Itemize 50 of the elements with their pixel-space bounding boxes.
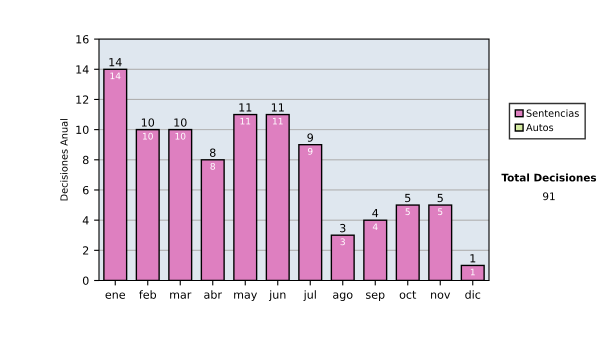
y-tick-label: 14	[76, 65, 89, 74]
total-label: 14	[109, 58, 122, 66]
data-label: 11	[273, 118, 283, 124]
total-label: 4	[372, 208, 378, 218]
y-tick-label: 0	[82, 276, 89, 285]
x-tick-label: abr	[204, 290, 222, 299]
x-tick-label: jun	[268, 290, 286, 301]
legend-label: Sentencias	[526, 109, 579, 117]
y-tick-label: 16	[76, 35, 89, 44]
data-label: 8	[210, 162, 216, 170]
total-label: 11	[272, 103, 284, 112]
x-tick-label: dic	[465, 290, 480, 299]
y-tick-label: 12	[76, 95, 88, 104]
data-label: 10	[176, 132, 186, 140]
x-tick-label: mar	[170, 292, 192, 299]
y-tick-label: 2	[83, 246, 88, 255]
x-tick-label: feb	[139, 290, 156, 299]
x-tick-label: ago	[333, 292, 352, 301]
total-label: 1	[470, 254, 476, 262]
data-label: 14	[110, 72, 120, 80]
total-label: 8	[210, 148, 216, 157]
x-tick-label: sep	[366, 292, 384, 301]
data-label: 1	[470, 268, 475, 276]
x-tick-label: oct	[400, 290, 416, 299]
data-label: 5	[438, 208, 442, 216]
total-label: 3	[340, 224, 346, 232]
total-label: 9	[307, 133, 314, 142]
y-tick-label: 8	[82, 156, 89, 164]
y-tick-label: 10	[76, 126, 89, 134]
x-tick-label: jul	[303, 290, 316, 301]
legend-label: Autos	[526, 124, 554, 132]
total-label: 10	[174, 118, 187, 127]
y-axis-title: Decisiones Anual	[60, 119, 68, 200]
data-label: 9	[308, 148, 312, 155]
x-tick-label: may	[234, 292, 258, 301]
data-label: 4	[372, 223, 378, 230]
text: Total Decisiones	[501, 173, 596, 182]
total-label: 10	[142, 118, 154, 127]
data-label: 3	[340, 238, 345, 246]
data-label: 5	[406, 208, 410, 216]
total-label: 5	[405, 194, 410, 202]
total-label: 5	[438, 194, 443, 202]
text: 91	[543, 192, 555, 200]
x-tick-label: nov	[431, 292, 450, 299]
y-tick-label: 4	[82, 216, 89, 224]
data-label: 11	[240, 118, 250, 124]
x-tick-label: ene	[106, 292, 126, 299]
total-label: 11	[239, 103, 252, 112]
y-tick-label: 6	[82, 186, 89, 194]
data-label: 10	[143, 132, 153, 140]
